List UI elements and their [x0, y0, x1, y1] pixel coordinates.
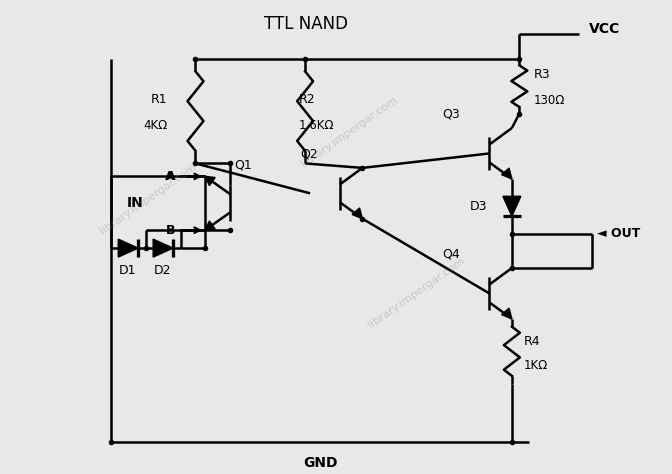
Text: Q1: Q1 — [235, 159, 252, 172]
Text: Q4: Q4 — [443, 247, 460, 261]
Text: D3: D3 — [470, 200, 487, 213]
Text: Q2: Q2 — [300, 147, 319, 160]
Text: ◄ OUT: ◄ OUT — [597, 227, 640, 240]
Text: D2: D2 — [154, 264, 171, 277]
Polygon shape — [118, 239, 138, 257]
Text: 1KΩ: 1KΩ — [524, 359, 548, 372]
Text: A: A — [165, 170, 173, 183]
Text: R3: R3 — [534, 68, 550, 81]
Text: 4KΩ: 4KΩ — [143, 118, 167, 132]
Text: R1: R1 — [151, 92, 167, 106]
Text: library.impergar.com: library.impergar.com — [98, 161, 199, 236]
Text: library.impergar.com: library.impergar.com — [366, 255, 466, 330]
Text: 130Ω: 130Ω — [534, 94, 564, 107]
Text: Q3: Q3 — [443, 108, 460, 120]
Polygon shape — [205, 221, 215, 230]
Polygon shape — [501, 168, 512, 179]
Text: D1: D1 — [119, 264, 136, 277]
Text: GND: GND — [303, 456, 337, 470]
Text: 1.6KΩ: 1.6KΩ — [299, 118, 335, 132]
Text: IN: IN — [127, 196, 144, 210]
Polygon shape — [205, 176, 215, 186]
Polygon shape — [352, 208, 362, 219]
Text: TTL NAND: TTL NAND — [264, 15, 348, 33]
Text: VCC: VCC — [589, 22, 620, 36]
Text: R2: R2 — [299, 92, 316, 106]
Polygon shape — [153, 239, 173, 257]
Polygon shape — [503, 196, 521, 216]
Text: B: B — [165, 224, 175, 237]
Polygon shape — [501, 308, 512, 319]
Text: library.impergar.com: library.impergar.com — [299, 95, 399, 169]
Text: A: A — [165, 170, 175, 183]
Text: R4: R4 — [524, 335, 540, 348]
